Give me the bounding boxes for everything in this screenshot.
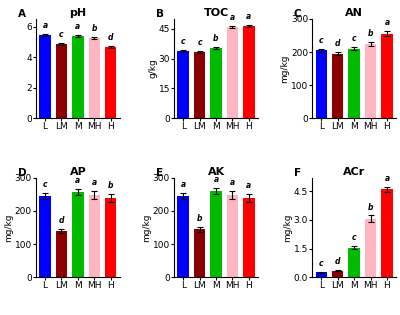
Bar xyxy=(332,271,344,277)
Text: b: b xyxy=(213,34,219,43)
Text: a: a xyxy=(246,12,251,21)
Bar xyxy=(88,38,100,118)
Bar xyxy=(178,51,189,118)
Text: c: c xyxy=(181,37,186,46)
Bar xyxy=(39,196,51,277)
Text: E: E xyxy=(156,168,163,178)
Text: a: a xyxy=(75,176,80,185)
Y-axis label: mg/kg: mg/kg xyxy=(4,213,13,242)
Bar xyxy=(210,191,222,277)
Title: AP: AP xyxy=(70,167,86,177)
Text: a: a xyxy=(246,181,251,191)
Text: d: d xyxy=(335,39,340,48)
Text: a: a xyxy=(384,174,390,183)
Y-axis label: mg/kg: mg/kg xyxy=(280,54,290,83)
Bar xyxy=(348,248,360,277)
Text: d: d xyxy=(108,33,114,42)
Bar xyxy=(105,47,116,118)
Bar xyxy=(105,198,116,277)
Y-axis label: g/kg: g/kg xyxy=(148,59,157,78)
Bar xyxy=(332,54,344,118)
Bar xyxy=(316,272,327,277)
Text: a: a xyxy=(92,178,97,187)
Bar xyxy=(56,44,67,118)
Y-axis label: mg/kg: mg/kg xyxy=(283,213,292,242)
Text: c: c xyxy=(197,38,202,47)
Bar xyxy=(243,26,254,118)
Text: a: a xyxy=(214,175,218,184)
Bar xyxy=(381,189,393,277)
Title: AK: AK xyxy=(208,167,224,177)
Text: d: d xyxy=(59,215,64,225)
Text: B: B xyxy=(156,9,164,19)
Bar xyxy=(72,192,84,277)
Title: TOC: TOC xyxy=(203,8,229,18)
Text: a: a xyxy=(181,180,186,189)
Bar xyxy=(381,34,393,118)
Text: c: c xyxy=(59,30,64,39)
Text: c: c xyxy=(43,180,47,189)
Text: d: d xyxy=(335,257,340,266)
Bar xyxy=(210,48,222,118)
Text: D: D xyxy=(18,168,26,178)
Text: b: b xyxy=(368,29,373,38)
Text: a: a xyxy=(230,178,235,187)
Title: pH: pH xyxy=(69,8,86,18)
Text: b: b xyxy=(368,203,373,211)
Bar xyxy=(365,219,376,277)
Text: a: a xyxy=(384,18,390,27)
Text: b: b xyxy=(108,181,114,190)
Title: AN: AN xyxy=(345,8,363,18)
Text: b: b xyxy=(197,214,202,223)
Title: ACr: ACr xyxy=(343,167,365,177)
Bar xyxy=(365,44,376,118)
Text: c: c xyxy=(319,36,324,45)
Bar xyxy=(243,198,254,277)
Bar xyxy=(227,195,238,277)
Text: c: c xyxy=(352,233,356,242)
Text: C: C xyxy=(294,9,302,19)
Text: c: c xyxy=(319,259,324,268)
Bar xyxy=(194,229,205,277)
Text: a: a xyxy=(75,22,80,31)
Bar xyxy=(72,36,84,118)
Bar xyxy=(227,27,238,118)
Text: b: b xyxy=(92,24,97,33)
Bar xyxy=(39,35,51,118)
Y-axis label: mg/kg: mg/kg xyxy=(142,213,151,242)
Text: A: A xyxy=(18,9,26,19)
Bar xyxy=(348,49,360,118)
Bar xyxy=(178,196,189,277)
Text: a: a xyxy=(42,21,48,30)
Text: c: c xyxy=(352,34,356,43)
Bar xyxy=(56,231,67,277)
Bar xyxy=(316,50,327,118)
Bar xyxy=(194,52,205,118)
Bar xyxy=(88,195,100,277)
Text: a: a xyxy=(230,13,235,22)
Text: F: F xyxy=(294,168,301,178)
